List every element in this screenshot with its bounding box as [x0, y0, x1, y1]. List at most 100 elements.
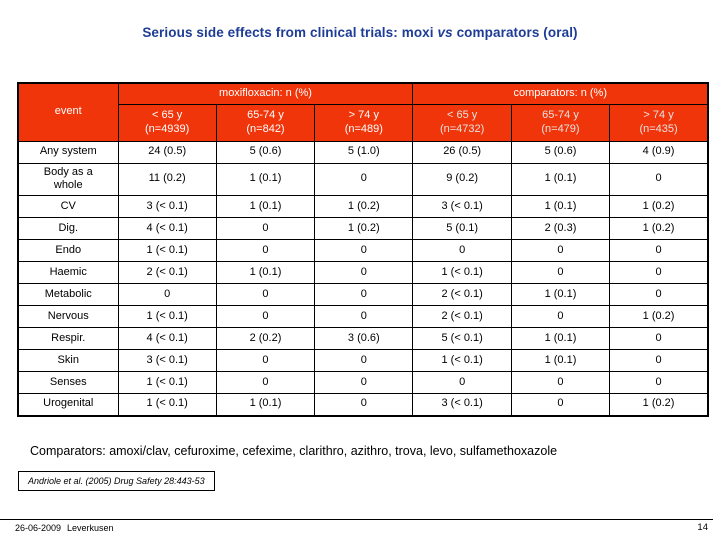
data-cell: 3 (< 0.1)	[412, 393, 512, 416]
page-number: 14	[697, 522, 708, 533]
data-cell: 0	[314, 349, 414, 372]
data-cell: 1 (< 0.1)	[412, 349, 512, 372]
table-row: Nervous 1 (< 0.1) 0 0 2 (< 0.1) 0 1 (0.2)	[17, 305, 709, 328]
data-cell: 0	[314, 261, 414, 284]
data-cell: 3 (< 0.1)	[117, 195, 217, 218]
data-cell: 1 (0.2)	[314, 195, 414, 218]
table-row: Urogenital 1 (< 0.1) 1 (0.1) 0 3 (< 0.1) 0 1 (…	[17, 393, 709, 416]
event-label-cell: Metabolic	[17, 283, 119, 306]
data-cell: 26 (0.5)	[412, 140, 512, 164]
data-cell: 5 (0.1)	[412, 217, 512, 240]
data-cell: 1 (0.2)	[609, 217, 709, 240]
data-cell: 0	[215, 371, 316, 394]
side-effects-table: event moxifloxacin: n (%) comparators: n…	[17, 82, 709, 417]
data-cell: 0	[215, 217, 316, 240]
data-cell: 2 (< 0.1)	[117, 261, 217, 284]
data-cell: 1 (0.1)	[510, 349, 611, 372]
citation-box: Andriole et al. (2005) Drug Safety 28:44…	[18, 471, 215, 491]
data-cell: 1 (< 0.1)	[412, 261, 512, 284]
data-cell: 0	[609, 162, 709, 196]
footer-divider	[0, 519, 713, 520]
data-cell: 5 (0.6)	[510, 140, 611, 164]
slide-title: Serious side effects from clinical trial…	[0, 25, 720, 40]
slide-title-part1: Serious side effects from clinical trial…	[142, 25, 434, 40]
data-cell: 9 (0.2)	[412, 162, 512, 196]
data-cell: 5 (1.0)	[314, 140, 414, 164]
data-cell: 3 (< 0.1)	[412, 195, 512, 218]
age-header-row: < 65 y (n=4939) 65-74 y (n=842) > 74 y (…	[18, 103, 709, 142]
data-cell: 2 (< 0.1)	[412, 305, 512, 328]
data-cell: 0	[609, 261, 709, 284]
data-cell: 0	[510, 305, 611, 328]
moxifloxacin-group-header: moxifloxacin: n (%)	[117, 82, 414, 105]
data-cell: 1 (< 0.1)	[117, 371, 217, 394]
data-cell: 5 (0.6)	[215, 140, 316, 164]
data-cell: 0	[609, 371, 709, 394]
comparators-note: Comparators: amoxi/clav, cefuroxime, cef…	[30, 444, 558, 458]
data-cell: 1 (0.2)	[609, 393, 709, 416]
event-label-cell: Any system	[17, 140, 119, 164]
data-cell: 0	[510, 393, 611, 416]
event-label-cell: Respir.	[17, 327, 119, 350]
data-cell: 3 (0.6)	[314, 327, 414, 350]
data-cell: 0	[412, 239, 512, 262]
moxi-over74-header: > 74 y (n=489)	[314, 103, 414, 142]
data-cell: 2 (0.2)	[215, 327, 316, 350]
event-label-cell: Haemic	[17, 261, 119, 284]
table-row: Respir. 4 (< 0.1) 2 (0.2) 3 (0.6) 5 (< 0.1) 1…	[17, 327, 709, 350]
comp-under65-header: < 65 y (n=4732)	[412, 103, 512, 142]
data-cell: 0	[314, 305, 414, 328]
table-row: Senses 1 (< 0.1) 0 0 0 0 0	[17, 371, 709, 394]
data-cell: 1 (0.2)	[609, 195, 709, 218]
data-cell: 0	[215, 349, 316, 372]
event-label-cell: Dig.	[17, 217, 119, 240]
data-cell: 4 (0.9)	[609, 140, 709, 164]
moxi-under65-header: < 65 y (n=4939)	[117, 103, 217, 142]
data-cell: 1 (0.2)	[609, 305, 709, 328]
slide-title-part2: comparators (oral)	[456, 25, 578, 40]
group-header-row: event moxifloxacin: n (%) comparators: n…	[17, 82, 709, 142]
data-cell: 0	[510, 239, 611, 262]
data-cell: 4 (< 0.1)	[117, 217, 217, 240]
event-label-cell: Urogenital	[17, 393, 119, 416]
data-cell: 0	[314, 371, 414, 394]
data-cell: 0	[215, 239, 316, 262]
data-cell: 0	[314, 239, 414, 262]
data-cell: 0	[314, 162, 414, 196]
comparators-group-header: comparators: n (%)	[412, 82, 709, 105]
slide-title-vs: vs	[437, 25, 453, 40]
data-cell: 0	[215, 305, 316, 328]
data-cell: 1 (0.1)	[215, 261, 316, 284]
data-cell: 0	[215, 283, 316, 306]
data-cell: 1 (0.2)	[314, 217, 414, 240]
data-cell: 0	[609, 327, 709, 350]
data-cell: 4 (< 0.1)	[117, 327, 217, 350]
table-row: Dig. 4 (< 0.1) 0 1 (0.2) 5 (0.1) 2 (0.3) 1 (0.…	[17, 217, 709, 240]
moxi-65to74-header: 65-74 y (n=842)	[215, 103, 316, 142]
data-cell: 1 (0.1)	[510, 283, 611, 306]
table-row: Haemic 2 (< 0.1) 1 (0.1) 0 1 (< 0.1) 0 0	[17, 261, 709, 284]
data-cell: 1 (0.1)	[510, 195, 611, 218]
data-cell: 0	[510, 371, 611, 394]
table-row: Endo 1 (< 0.1) 0 0 0 0 0	[17, 239, 709, 262]
data-cell: 1 (0.1)	[510, 162, 611, 196]
table-row: Skin 3 (< 0.1) 0 0 1 (< 0.1) 1 (0.1) 0	[17, 349, 709, 372]
table-row: Metabolic 0 0 0 2 (< 0.1) 1 (0.1) 0	[17, 283, 709, 306]
data-cell: 0	[609, 349, 709, 372]
data-cell: 11 (0.2)	[117, 162, 217, 196]
event-label-cell: Senses	[17, 371, 119, 394]
data-cell: 2 (0.3)	[510, 217, 611, 240]
footer-date: 26-06-2009	[15, 523, 62, 533]
table-row: Body as a whole 11 (0.2) 1 (0.1) 0 9 (0.2) 1 …	[17, 162, 709, 196]
comp-over74-header: > 74 y (n=435)	[609, 103, 709, 142]
data-cell: 0	[314, 393, 414, 416]
data-cell: 5 (< 0.1)	[412, 327, 512, 350]
event-column-header: event	[17, 82, 119, 142]
event-label-cell: Nervous	[17, 305, 119, 328]
data-cell: 1 (< 0.1)	[117, 393, 217, 416]
data-cell: 1 (< 0.1)	[117, 305, 217, 328]
event-label-cell: Skin	[17, 349, 119, 372]
comp-65to74-header: 65-74 y (n=479)	[510, 103, 611, 142]
data-cell: 0	[609, 239, 709, 262]
